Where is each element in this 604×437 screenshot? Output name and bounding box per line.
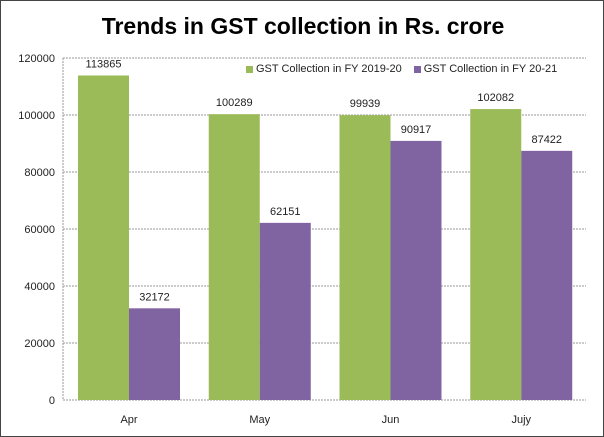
bar <box>521 150 573 400</box>
legend-swatch <box>246 65 253 73</box>
data-label: 62151 <box>270 206 301 218</box>
legend-item-2019-20: GST Collection in FY 2019-20 <box>246 63 402 75</box>
chart-title: Trends in GST collection in Rs. crore <box>101 13 505 39</box>
legend-swatch <box>413 65 421 73</box>
data-label: 32172 <box>139 291 170 303</box>
x-tick-label: Jun <box>382 414 400 426</box>
legend-label: GST Collection in FY 2019-20 <box>256 63 402 75</box>
legend-item-20-21: GST Collection in FY 20-21 <box>413 63 558 75</box>
data-label: 99939 <box>350 98 381 110</box>
y-tick-label: 100000 <box>18 110 55 122</box>
bar <box>129 308 180 400</box>
data-label: 113865 <box>86 58 122 70</box>
y-tick-label: 20000 <box>24 338 55 350</box>
legend-label: GST Collection in FY 20-21 <box>423 63 558 75</box>
y-tick-label: 60000 <box>24 224 55 236</box>
bar <box>259 222 311 400</box>
x-tick-label: Apr <box>120 414 137 426</box>
y-tick-label: 80000 <box>24 167 55 179</box>
bar <box>390 140 442 401</box>
legend: GST Collection in FY 2019-20 GST Collect… <box>246 63 557 75</box>
x-tick-label: Jujy <box>511 414 531 426</box>
bar <box>208 114 260 400</box>
data-label: 90917 <box>401 124 432 136</box>
bar <box>470 109 522 401</box>
y-tick-label: 0 <box>49 395 55 407</box>
data-label: 102082 <box>477 92 514 104</box>
y-tick-label: 40000 <box>24 281 55 293</box>
x-tick-label: May <box>249 414 270 426</box>
data-label: 100289 <box>216 97 253 109</box>
bar <box>78 75 129 401</box>
bar <box>339 115 391 400</box>
y-tick-label: 120000 <box>18 53 55 65</box>
data-label: 87422 <box>531 134 562 146</box>
